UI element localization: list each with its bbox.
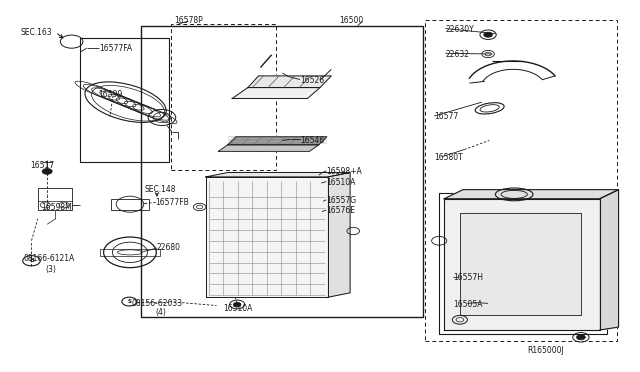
Polygon shape [218, 145, 319, 151]
Text: R165000J: R165000J [527, 346, 564, 355]
Polygon shape [600, 190, 618, 330]
Polygon shape [232, 87, 320, 99]
Polygon shape [248, 76, 332, 87]
Bar [171, 24, 276, 170]
Text: 16577: 16577 [434, 112, 458, 121]
Text: 16577FB: 16577FB [156, 198, 189, 207]
Text: 16577FA: 16577FA [99, 44, 132, 53]
Text: 22630Y: 22630Y [445, 25, 474, 34]
Text: 16578P: 16578P [175, 16, 204, 25]
Bar [460, 214, 581, 315]
Text: 22680: 22680 [157, 244, 181, 253]
Polygon shape [206, 173, 350, 177]
Circle shape [42, 169, 52, 174]
Text: 16510A: 16510A [223, 304, 252, 312]
Text: 16598M: 16598M [41, 203, 72, 212]
Bar [100, 249, 160, 256]
Text: (3): (3) [45, 264, 56, 274]
Text: 16546: 16546 [300, 136, 324, 145]
Text: 16500: 16500 [339, 16, 363, 25]
Text: 16526: 16526 [300, 76, 324, 85]
Text: 16510A: 16510A [326, 178, 356, 187]
Polygon shape [328, 173, 350, 297]
Bar [111, 199, 148, 210]
Bar [38, 188, 72, 210]
Text: 16580T: 16580T [434, 153, 463, 162]
Text: 08166-6121A: 08166-6121A [24, 254, 76, 263]
Text: 08156-62033: 08156-62033 [132, 299, 183, 308]
Circle shape [484, 32, 493, 37]
Polygon shape [444, 199, 600, 330]
Text: 16576E: 16576E [326, 206, 355, 215]
Text: SEC.163: SEC.163 [20, 28, 52, 37]
Text: 16505A: 16505A [453, 300, 483, 309]
Polygon shape [206, 177, 328, 297]
Circle shape [577, 335, 586, 340]
Text: B: B [29, 258, 34, 263]
Text: 16557H: 16557H [453, 273, 483, 282]
Polygon shape [444, 190, 618, 199]
Bar [426, 20, 617, 341]
Circle shape [234, 302, 241, 307]
Text: 16557G: 16557G [326, 196, 356, 205]
Text: (4): (4) [156, 308, 166, 317]
Bar [81, 38, 170, 162]
Text: SEC.148: SEC.148 [145, 185, 176, 194]
Text: S: S [127, 299, 131, 304]
Text: 16598+A: 16598+A [326, 167, 362, 176]
Text: 22632: 22632 [445, 49, 470, 58]
Text: 16517: 16517 [30, 161, 54, 170]
Bar [439, 193, 607, 334]
Bar [141, 26, 424, 317]
Text: 16599: 16599 [99, 90, 123, 99]
Polygon shape [228, 137, 327, 145]
